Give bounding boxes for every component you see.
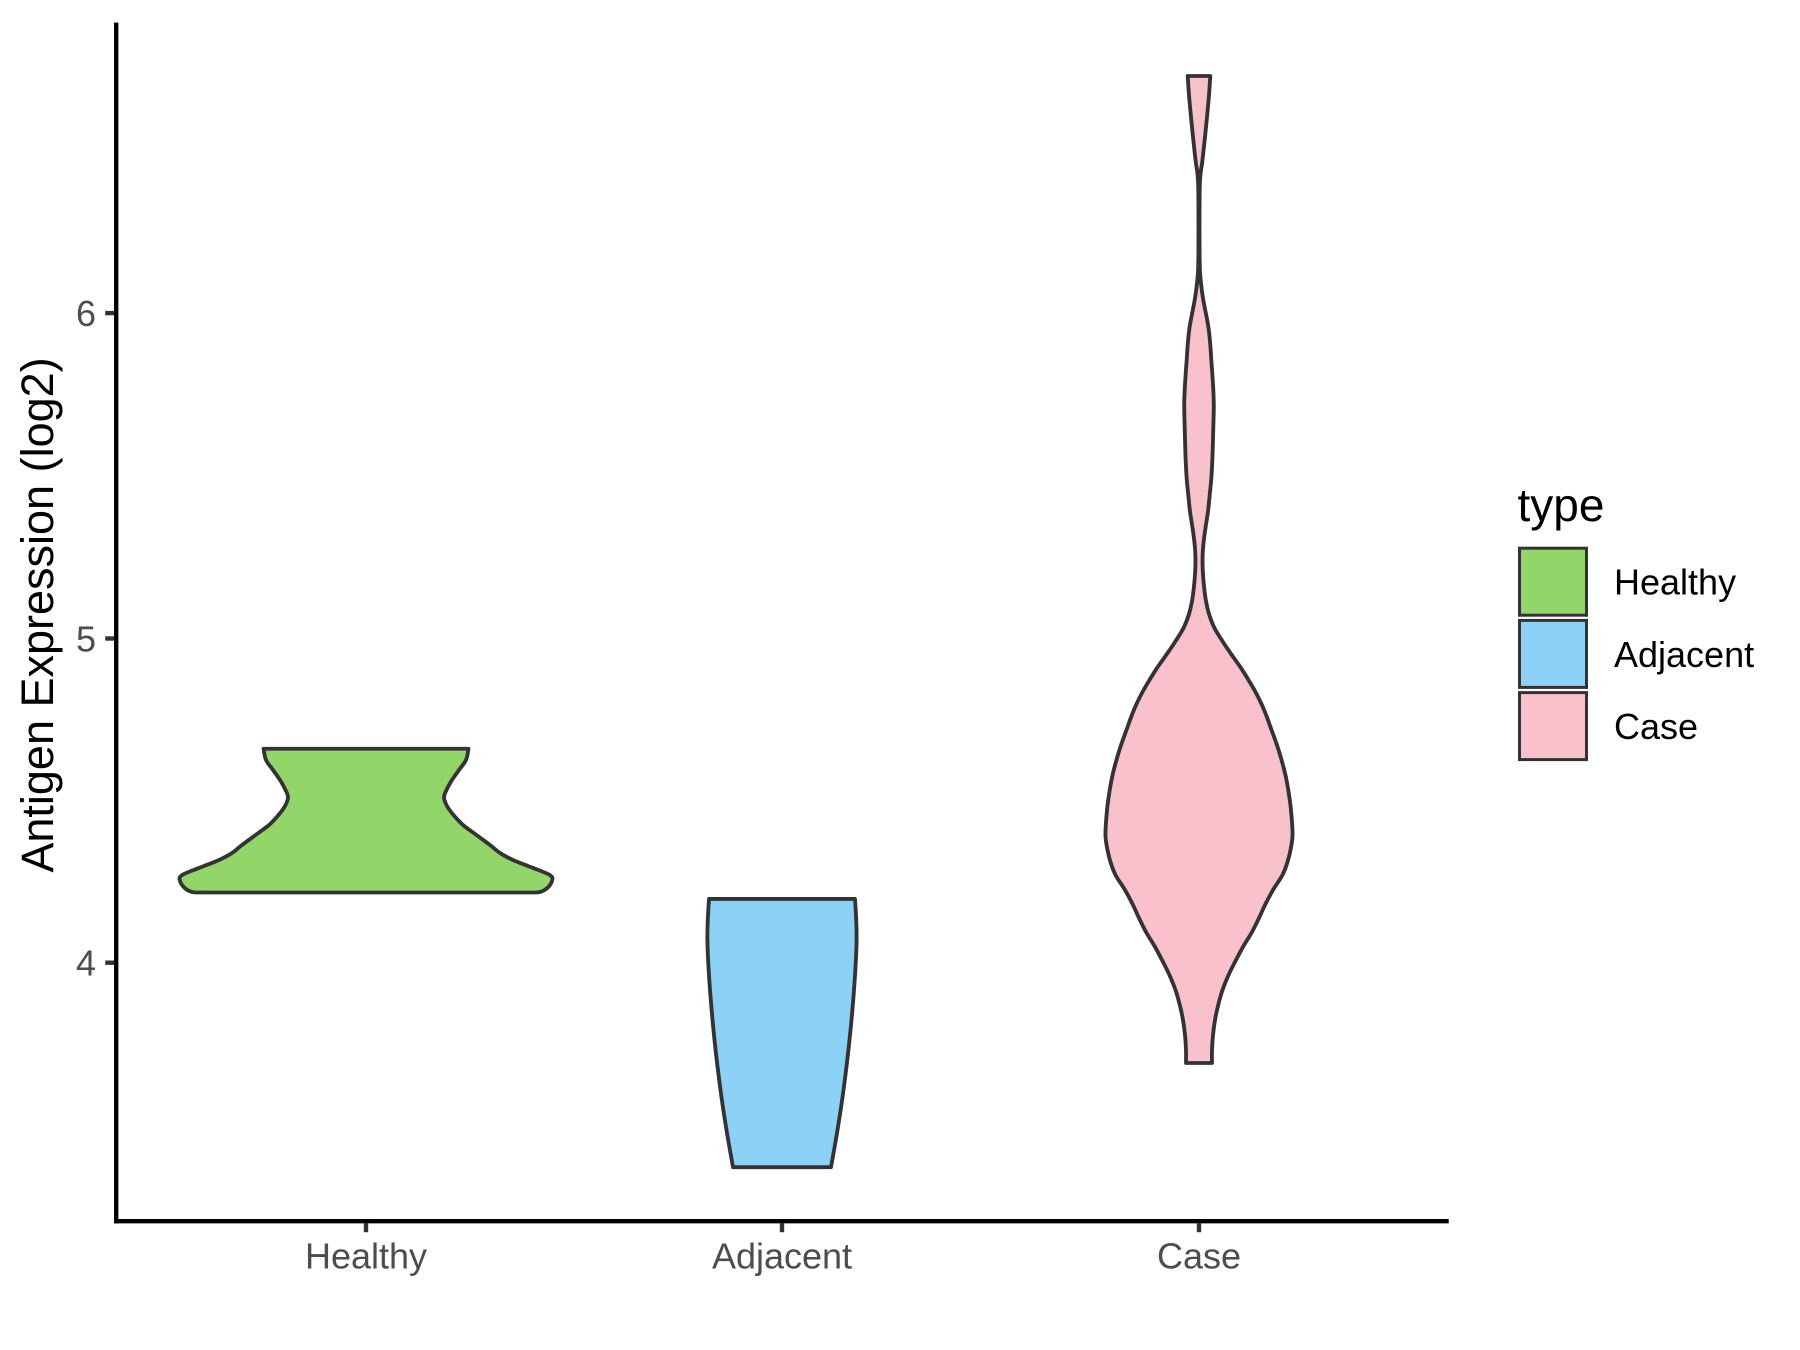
svg-text:Case: Case <box>1614 706 1698 747</box>
svg-text:type: type <box>1518 479 1605 531</box>
svg-text:Adjacent: Adjacent <box>1614 634 1754 675</box>
svg-text:Antigen Expression (log2): Antigen Expression (log2) <box>12 357 63 872</box>
svg-text:Healthy: Healthy <box>1614 562 1736 603</box>
svg-text:6: 6 <box>76 293 96 334</box>
svg-text:Healthy: Healthy <box>305 1236 427 1277</box>
svg-text:4: 4 <box>76 943 96 984</box>
svg-text:Case: Case <box>1157 1236 1241 1277</box>
svg-text:5: 5 <box>76 618 96 659</box>
svg-text:Adjacent: Adjacent <box>712 1236 852 1277</box>
